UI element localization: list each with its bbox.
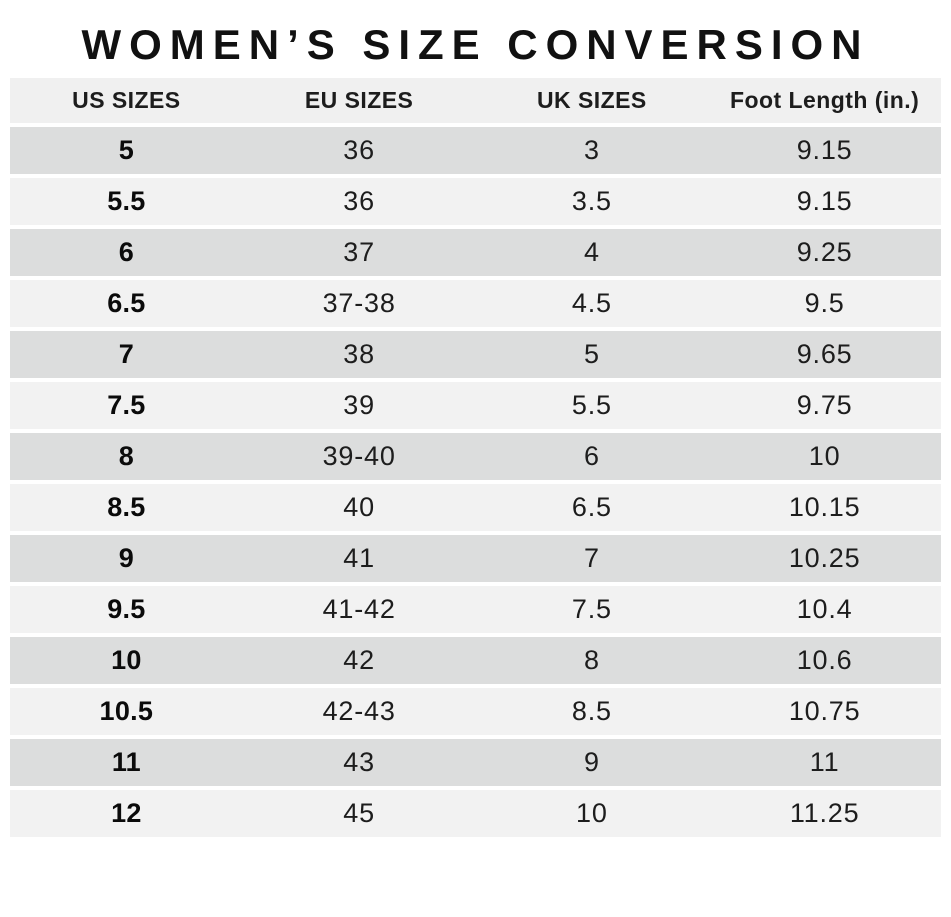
- foot-length-cell: 11.25: [708, 790, 941, 838]
- table-row: 5.5 36 3.5 9.15: [10, 178, 941, 226]
- foot-length-cell: 9.25: [708, 229, 941, 277]
- table-row: 12 45 10 11.25: [10, 790, 941, 838]
- us-size-cell: 10: [10, 637, 243, 685]
- uk-size-cell: 6.5: [475, 484, 709, 532]
- foot-length-cell: 9.15: [708, 127, 941, 175]
- us-size-cell: 8: [10, 433, 243, 481]
- uk-size-cell: 6: [475, 433, 709, 481]
- eu-size-cell: 38: [242, 331, 476, 379]
- foot-length-cell: 11: [708, 739, 941, 787]
- eu-size-cell: 36: [242, 178, 476, 226]
- eu-size-cell: 37: [242, 229, 476, 277]
- eu-size-cell: 36: [242, 127, 476, 175]
- eu-size-cell: 42: [242, 637, 476, 685]
- foot-length-cell: 10.4: [708, 586, 941, 634]
- us-size-cell: 5.5: [10, 178, 243, 226]
- us-size-cell: 10.5: [10, 688, 243, 736]
- column-header-uk-sizes: UK SIZES: [475, 78, 709, 124]
- foot-length-cell: 10.25: [708, 535, 941, 583]
- us-size-cell: 7.5: [10, 382, 243, 430]
- us-size-cell: 6: [10, 229, 243, 277]
- us-size-cell: 11: [10, 739, 243, 787]
- foot-length-cell: 9.5: [708, 280, 941, 328]
- us-size-cell: 12: [10, 790, 243, 838]
- column-header-foot-length: Foot Length (in.): [708, 78, 941, 124]
- table-row: 9.5 41-42 7.5 10.4: [10, 586, 941, 634]
- table-row: 5 36 3 9.15: [10, 127, 941, 175]
- uk-size-cell: 10: [475, 790, 709, 838]
- table-row: 6.5 37-38 4.5 9.5: [10, 280, 941, 328]
- uk-size-cell: 3.5: [475, 178, 709, 226]
- us-size-cell: 7: [10, 331, 243, 379]
- uk-size-cell: 4.5: [475, 280, 709, 328]
- table-row: 7.5 39 5.5 9.75: [10, 382, 941, 430]
- us-size-cell: 8.5: [10, 484, 243, 532]
- eu-size-cell: 37-38: [242, 280, 476, 328]
- table-body: 5 36 3 9.15 5.5 36 3.5 9.15 6 37 4 9.25 …: [10, 127, 941, 838]
- table-header-row: US SIZES EU SIZES UK SIZES Foot Length (…: [10, 78, 941, 124]
- eu-size-cell: 40: [242, 484, 476, 532]
- eu-size-cell: 39: [242, 382, 476, 430]
- foot-length-cell: 9.65: [708, 331, 941, 379]
- uk-size-cell: 9: [475, 739, 709, 787]
- column-header-eu-sizes: EU SIZES: [242, 78, 476, 124]
- uk-size-cell: 5: [475, 331, 709, 379]
- table-row: 7 38 5 9.65: [10, 331, 941, 379]
- uk-size-cell: 8: [475, 637, 709, 685]
- eu-size-cell: 41-42: [242, 586, 476, 634]
- table-row: 11 43 9 11: [10, 739, 941, 787]
- foot-length-cell: 10: [708, 433, 941, 481]
- foot-length-cell: 9.75: [708, 382, 941, 430]
- table-row: 10 42 8 10.6: [10, 637, 941, 685]
- foot-length-cell: 10.6: [708, 637, 941, 685]
- us-size-cell: 9.5: [10, 586, 243, 634]
- table-header: US SIZES EU SIZES UK SIZES Foot Length (…: [10, 78, 941, 124]
- us-size-cell: 5: [10, 127, 243, 175]
- size-conversion-table: US SIZES EU SIZES UK SIZES Foot Length (…: [10, 74, 941, 841]
- uk-size-cell: 3: [475, 127, 709, 175]
- foot-length-cell: 9.15: [708, 178, 941, 226]
- foot-length-cell: 10.75: [708, 688, 941, 736]
- eu-size-cell: 45: [242, 790, 476, 838]
- table-row: 6 37 4 9.25: [10, 229, 941, 277]
- eu-size-cell: 39-40: [242, 433, 476, 481]
- foot-length-cell: 10.15: [708, 484, 941, 532]
- eu-size-cell: 41: [242, 535, 476, 583]
- uk-size-cell: 4: [475, 229, 709, 277]
- us-size-cell: 6.5: [10, 280, 243, 328]
- uk-size-cell: 7.5: [475, 586, 709, 634]
- eu-size-cell: 42-43: [242, 688, 476, 736]
- page-title: WOMEN’S SIZE CONVERSION: [81, 21, 870, 68]
- uk-size-cell: 5.5: [475, 382, 709, 430]
- column-header-us-sizes: US SIZES: [10, 78, 243, 124]
- uk-size-cell: 7: [475, 535, 709, 583]
- table-row: 10.5 42-43 8.5 10.75: [10, 688, 941, 736]
- eu-size-cell: 43: [242, 739, 476, 787]
- table-row: 8 39-40 6 10: [10, 433, 941, 481]
- us-size-cell: 9: [10, 535, 243, 583]
- uk-size-cell: 8.5: [475, 688, 709, 736]
- table-row: 8.5 40 6.5 10.15: [10, 484, 941, 532]
- table-row: 9 41 7 10.25: [10, 535, 941, 583]
